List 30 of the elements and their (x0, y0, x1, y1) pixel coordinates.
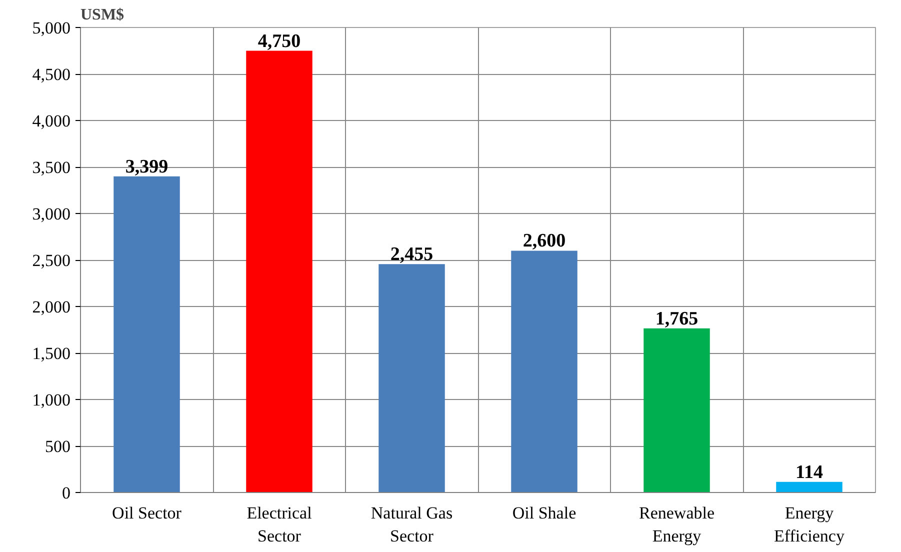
bar (644, 328, 710, 492)
data-label: 2,455 (390, 244, 434, 266)
x-tick-label: Energy Efficiency (774, 504, 845, 546)
y-tick-label: 500 (45, 437, 70, 456)
data-label: 3,399 (125, 156, 168, 178)
x-tick-label: Natural Gas Sector (370, 504, 453, 546)
x-tick-label: Oil Shale (512, 504, 576, 522)
data-label: 2,600 (522, 230, 566, 252)
x-tick-label: Oil Sector (112, 504, 182, 522)
y-tick-label: 0 (62, 484, 70, 502)
x-tick-label: Electrical Sector (246, 504, 312, 546)
y-tick-label: 3,500 (32, 158, 70, 177)
y-tick-label: 3,000 (32, 204, 70, 224)
bar (511, 250, 578, 492)
y-tick-label: 4,500 (32, 65, 70, 84)
bar (378, 264, 445, 492)
data-label: 4,750 (258, 30, 301, 52)
y-tick-label: 4,000 (32, 112, 70, 130)
y-tick-label: 2,000 (32, 298, 70, 316)
y-tick-label: 1,000 (32, 390, 70, 410)
bar (114, 176, 180, 492)
y-tick-label: 5,000 (32, 18, 70, 38)
x-tick-label: Renewable Energy (638, 504, 715, 546)
bar (246, 50, 312, 492)
y-tick-label: 1,500 (32, 344, 70, 363)
data-label: 1,765 (655, 308, 698, 330)
data-label: 114 (796, 462, 824, 483)
y-axis-title: USM$ (80, 6, 124, 24)
y-tick-label: 2,500 (32, 251, 70, 270)
bar (776, 482, 842, 492)
